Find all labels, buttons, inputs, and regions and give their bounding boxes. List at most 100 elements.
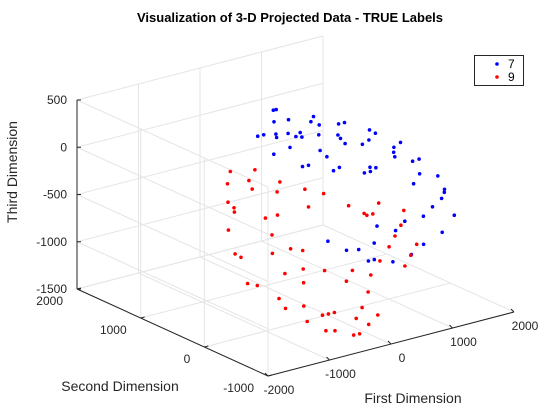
grid-layer bbox=[76, 35, 515, 377]
data-point-series-9 bbox=[270, 251, 275, 256]
legend[interactable]: 7 9 bbox=[474, 55, 524, 86]
data-point-series-9 bbox=[376, 201, 381, 205]
backwall-gridline-z bbox=[76, 177, 324, 243]
data-point-series-9 bbox=[225, 182, 230, 186]
data-point-series-9 bbox=[362, 211, 366, 216]
data-point-series-7 bbox=[403, 219, 407, 223]
data-point-series-9 bbox=[351, 333, 356, 337]
backwall-gridline-z bbox=[76, 130, 324, 195]
data-point-series-9 bbox=[226, 228, 231, 232]
data-point-series-9 bbox=[357, 332, 362, 336]
x-tick-label: 1000 bbox=[450, 335, 477, 349]
data-point-series-9 bbox=[324, 328, 328, 333]
data-point-series-7 bbox=[374, 165, 378, 170]
data-point-series-7 bbox=[393, 228, 398, 233]
data-point-series-7 bbox=[452, 213, 457, 217]
x-axis-label: First Dimension bbox=[364, 390, 461, 406]
data-point-series-9 bbox=[306, 205, 311, 209]
data-point-series-7 bbox=[300, 164, 305, 169]
floor-gridline-y bbox=[140, 253, 387, 319]
data-point-series-7 bbox=[372, 241, 377, 245]
floor-gridline-x bbox=[322, 224, 515, 313]
data-point-series-9 bbox=[371, 212, 375, 216]
z-tick-label: -1000 bbox=[36, 235, 67, 249]
data-point-series-9 bbox=[369, 273, 373, 277]
data-point-series-9 bbox=[366, 322, 371, 327]
data-point-series-9 bbox=[250, 187, 254, 191]
sidewall-gridline-z bbox=[76, 99, 269, 188]
data-point-series-7 bbox=[306, 163, 311, 168]
axis-layer bbox=[76, 99, 515, 377]
data-point-series-7 bbox=[368, 169, 373, 174]
data-point-series-9 bbox=[278, 180, 282, 184]
data-point-series-7 bbox=[336, 122, 341, 126]
data-point-series-7 bbox=[286, 131, 290, 136]
y-axis-line bbox=[76, 288, 269, 377]
data-point-series-9 bbox=[300, 248, 305, 253]
data-point-series-7 bbox=[317, 133, 321, 137]
data-point-series-9 bbox=[275, 213, 280, 217]
data-point-series-7 bbox=[421, 214, 426, 218]
data-point-series-9 bbox=[305, 319, 310, 324]
x-tick-label: 2000 bbox=[512, 319, 539, 333]
x-tick-label: -1000 bbox=[325, 367, 356, 381]
data-point-series-7 bbox=[367, 128, 372, 132]
data-point-series-9 bbox=[393, 234, 397, 238]
data-point-series-9 bbox=[402, 208, 406, 213]
data-point-series-7 bbox=[436, 174, 440, 178]
data-point-series-9 bbox=[277, 296, 281, 301]
y-tick-mark bbox=[204, 345, 209, 348]
data-point-series-9 bbox=[366, 290, 370, 294]
points-layer bbox=[225, 107, 457, 337]
z-tick-label: -1500 bbox=[36, 282, 67, 296]
data-point-series-7 bbox=[272, 152, 276, 156]
y-axis-label: Second Dimension bbox=[61, 378, 179, 394]
data-point-series-7 bbox=[331, 168, 336, 173]
data-point-series-7 bbox=[373, 131, 378, 135]
data-point-series-9 bbox=[283, 306, 288, 311]
data-point-series-7 bbox=[360, 142, 365, 147]
z-axis-label: Third Dimension bbox=[4, 121, 20, 223]
x-tick-mark bbox=[326, 356, 330, 361]
data-point-series-7 bbox=[318, 148, 322, 153]
data-point-series-7 bbox=[274, 135, 279, 140]
data-point-series-9 bbox=[233, 252, 237, 256]
floor-gridline-x bbox=[261, 240, 453, 329]
data-point-series-7 bbox=[274, 132, 278, 136]
z-tick-label: 0 bbox=[60, 140, 67, 154]
data-point-series-7 bbox=[375, 224, 379, 228]
data-point-series-9 bbox=[247, 178, 251, 183]
data-point-series-7 bbox=[272, 120, 276, 124]
data-point-series-9 bbox=[346, 203, 351, 208]
data-point-series-9 bbox=[232, 206, 236, 210]
sidewall-gridline-z bbox=[76, 194, 269, 282]
data-point-series-9 bbox=[326, 312, 331, 316]
data-point-series-7 bbox=[274, 107, 279, 112]
legend-entry-7: 7 bbox=[508, 57, 515, 71]
data-point-series-7 bbox=[442, 187, 447, 192]
data-point-series-7 bbox=[261, 133, 266, 137]
data-point-series-7 bbox=[344, 248, 349, 253]
data-point-series-9 bbox=[228, 169, 233, 174]
z-tick-label: 500 bbox=[47, 93, 67, 107]
data-point-series-7 bbox=[417, 172, 422, 176]
y-tick-label: 2000 bbox=[36, 294, 63, 308]
sidewall-gridline-z bbox=[76, 241, 269, 330]
data-point-series-9 bbox=[303, 187, 307, 191]
data-point-series-9 bbox=[344, 279, 349, 284]
data-point-series-9 bbox=[270, 233, 274, 237]
data-point-series-9 bbox=[283, 271, 287, 276]
data-point-series-7 bbox=[325, 154, 329, 159]
x-tick-mark bbox=[387, 340, 392, 345]
data-point-series-7 bbox=[368, 165, 372, 169]
data-point-series-9 bbox=[376, 313, 380, 317]
data-point-series-7 bbox=[411, 181, 416, 186]
floor-gridline-x bbox=[138, 272, 330, 361]
data-point-series-7 bbox=[338, 136, 343, 141]
data-point-series-9 bbox=[301, 280, 306, 285]
data-point-series-7 bbox=[392, 145, 396, 150]
data-point-series-7 bbox=[410, 159, 415, 163]
z-tick-label: -500 bbox=[43, 188, 67, 202]
data-point-series-7 bbox=[300, 135, 304, 139]
